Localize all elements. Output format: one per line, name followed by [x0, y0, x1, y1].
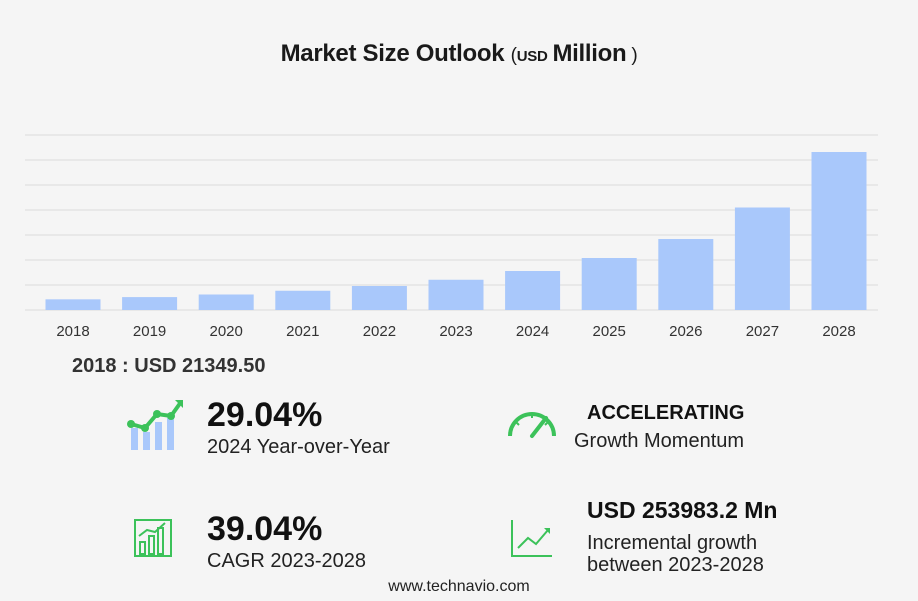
x-tick-label: 2026	[669, 323, 702, 340]
bar-2020	[198, 294, 254, 310]
bar-2018	[45, 299, 101, 310]
bar-2022	[351, 286, 407, 310]
x-tick-label: 2020	[210, 323, 243, 340]
unit-currency: USD	[516, 48, 548, 65]
momentum-value: ACCELERATING	[587, 402, 745, 424]
x-tick-label: 2025	[593, 323, 626, 340]
chart-title: Market Size Outlook (USD Million )	[0, 40, 918, 68]
bar-2021	[275, 290, 331, 310]
momentum-stat: ACCELERATING	[587, 402, 744, 425]
x-tick-label: 2028	[822, 323, 855, 340]
bar-chart: 2018 2019 2020 2021 2022 2023 2024 2025 2026 2027…	[25, 134, 878, 340]
incremental-label-2: between 2023-2028	[587, 554, 764, 576]
cagr-label: CAGR 2023-2028	[207, 550, 366, 572]
chart-title-main: Market Size Outlook	[280, 40, 505, 67]
incremental-stat: USD 253983.2 Mn Incremental growth betwe…	[587, 497, 777, 576]
speedometer-icon	[508, 412, 556, 438]
x-tick-label: 2024	[516, 323, 549, 340]
momentum-label-wrap: Growth Momentum	[574, 430, 744, 453]
chart-title-unit: (USD Million )	[510, 40, 638, 67]
incremental-label-1: Incremental growth	[587, 532, 758, 554]
base-year-value: 2018 : USD 21349.50	[72, 355, 266, 377]
cagr-stat: 39.04% CAGR 2023-2028	[207, 512, 366, 573]
unit-scale: Million	[552, 40, 627, 67]
x-tick-label: 2023	[439, 323, 472, 340]
yoy-label: 2024 Year-over-Year	[207, 436, 390, 458]
x-tick-label: 2021	[286, 323, 319, 340]
bar-2023	[428, 279, 484, 310]
footer-url: www.technavio.com	[388, 578, 530, 595]
x-tick-label: 2027	[746, 323, 779, 340]
bar-2028	[811, 152, 867, 310]
yoy-value: 29.04%	[207, 396, 323, 434]
x-tick-label: 2019	[133, 323, 166, 340]
rising-bars-icon	[127, 400, 183, 450]
x-tick-label: 2022	[363, 323, 396, 340]
bar-2019	[122, 297, 178, 310]
incremental-value: USD 253983.2 Mn	[587, 497, 778, 523]
bar-2024	[505, 271, 561, 310]
bar-2027	[734, 207, 790, 310]
bar-chart-icon	[134, 519, 172, 557]
x-tick-label: 2018	[56, 323, 89, 340]
momentum-label: Growth Momentum	[574, 430, 745, 452]
yoy-stat: 29.04% 2024 Year-over-Year	[207, 398, 390, 459]
bar-2025	[581, 258, 637, 310]
bar-2026	[658, 239, 714, 310]
cagr-value: 39.04%	[207, 510, 323, 548]
trend-line-icon	[511, 520, 552, 557]
